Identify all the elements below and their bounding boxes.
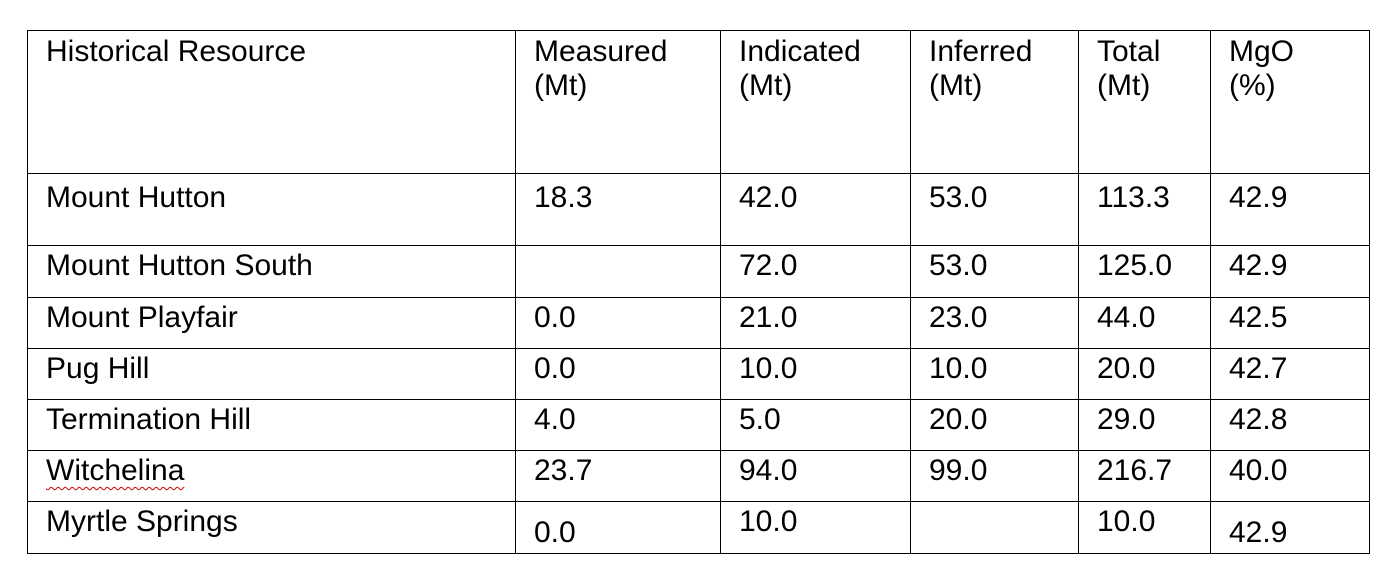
header-total: Total (Mt) <box>1078 30 1211 174</box>
cell-indicated: 5.0 <box>720 399 911 451</box>
spellcheck-underlined-text: Witchelina <box>46 454 185 487</box>
cell-measured <box>515 245 721 298</box>
header-mgo: MgO (%) <box>1210 30 1370 174</box>
cell-measured: 0.0 <box>515 348 721 400</box>
cell-indicated: 42.0 <box>720 173 911 246</box>
cell-mgo: 42.9 <box>1210 245 1370 298</box>
cell-mgo: 40.0 <box>1210 450 1370 502</box>
cell-inferred: 23.0 <box>910 297 1079 349</box>
header-historical-resource: Historical Resource <box>27 30 516 174</box>
cell-indicated: 10.0 <box>720 501 911 554</box>
cell-resource-name: Termination Hill <box>27 399 516 451</box>
cell-mgo: 42.9 <box>1210 173 1370 246</box>
cell-resource-name: Mount Hutton South <box>27 245 516 298</box>
cell-inferred: 20.0 <box>910 399 1079 451</box>
cell-total: 29.0 <box>1078 399 1211 451</box>
cell-inferred: 53.0 <box>910 245 1079 298</box>
header-measured: Measured (Mt) <box>515 30 721 174</box>
cell-measured: 18.3 <box>515 173 721 246</box>
cell-total: 10.0 <box>1078 501 1211 554</box>
cell-total: 125.0 <box>1078 245 1211 298</box>
cell-total: 44.0 <box>1078 297 1211 349</box>
cell-total: 20.0 <box>1078 348 1211 400</box>
cell-mgo: 42.9 <box>1210 501 1370 554</box>
cell-indicated: 21.0 <box>720 297 911 349</box>
cell-total: 113.3 <box>1078 173 1211 246</box>
cell-mgo: 42.7 <box>1210 348 1370 400</box>
cell-measured: 4.0 <box>515 399 721 451</box>
historical-resource-table: Historical Resource Measured (Mt) Indica… <box>27 30 1370 554</box>
cell-indicated: 94.0 <box>720 450 911 502</box>
cell-measured: 0.0 <box>515 501 721 554</box>
cell-indicated: 72.0 <box>720 245 911 298</box>
table-row: Mount Hutton South 72.0 53.0 125.0 42.9 <box>27 245 1370 298</box>
cell-measured: 0.0 <box>515 297 721 349</box>
cell-resource-name: Myrtle Springs <box>27 501 516 554</box>
cell-indicated: 10.0 <box>720 348 911 400</box>
cell-resource-name: Mount Hutton <box>27 173 516 246</box>
cell-inferred: 10.0 <box>910 348 1079 400</box>
cell-resource-name: Witchelina <box>27 450 516 502</box>
cell-mgo: 42.8 <box>1210 399 1370 451</box>
table-row: Mount Hutton 18.3 42.0 53.0 113.3 42.9 <box>27 173 1370 246</box>
cell-mgo: 42.5 <box>1210 297 1370 349</box>
table-row: Myrtle Springs 0.0 10.0 10.0 42.9 <box>27 501 1370 554</box>
cell-resource-name: Pug Hill <box>27 348 516 400</box>
table-row: Pug Hill 0.0 10.0 10.0 20.0 42.7 <box>27 348 1370 400</box>
cell-measured: 23.7 <box>515 450 721 502</box>
cell-inferred: 99.0 <box>910 450 1079 502</box>
cell-inferred <box>910 501 1079 554</box>
table-row: Witchelina 23.7 94.0 99.0 216.7 40.0 <box>27 450 1370 502</box>
header-indicated: Indicated (Mt) <box>720 30 911 174</box>
table-row: Mount Playfair 0.0 21.0 23.0 44.0 42.5 <box>27 297 1370 349</box>
table-header-row: Historical Resource Measured (Mt) Indica… <box>27 30 1370 174</box>
cell-total: 216.7 <box>1078 450 1211 502</box>
header-inferred: Inferred (Mt) <box>910 30 1079 174</box>
cell-inferred: 53.0 <box>910 173 1079 246</box>
table-row: Termination Hill 4.0 5.0 20.0 29.0 42.8 <box>27 399 1370 451</box>
cell-resource-name: Mount Playfair <box>27 297 516 349</box>
